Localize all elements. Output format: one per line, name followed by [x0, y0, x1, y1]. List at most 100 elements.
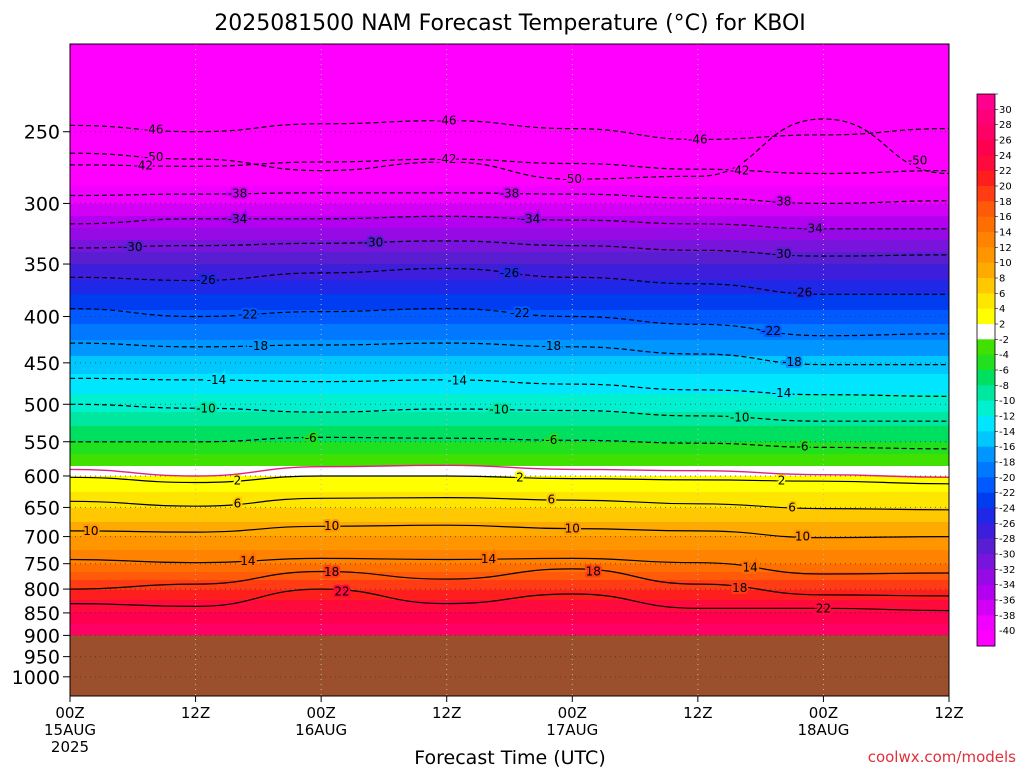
fill-band	[70, 286, 949, 289]
fill-band	[70, 350, 949, 353]
fill-band	[70, 182, 949, 185]
isotherm-label: 2	[234, 473, 242, 487]
fill-band	[70, 538, 949, 541]
fill-band	[70, 388, 949, 391]
fill-band	[70, 372, 949, 375]
isotherm-label: -18	[782, 355, 802, 369]
y-tick-label: 800	[24, 579, 60, 601]
colorbar-label: 26	[999, 136, 1012, 147]
fill-band	[70, 600, 949, 603]
isotherm-line	[70, 342, 949, 366]
x-tick-label: 00Z	[306, 704, 335, 722]
colorbar-label: -12	[999, 412, 1015, 423]
fill-band	[70, 66, 949, 69]
colorbar-label: 20	[999, 182, 1012, 193]
fill-band	[70, 334, 949, 337]
fill-band	[70, 556, 949, 559]
fill-band	[70, 440, 949, 443]
fill-band	[70, 368, 949, 371]
fill-band	[70, 186, 949, 189]
fill-band	[70, 92, 949, 95]
fill-band	[70, 142, 949, 145]
fill-band	[70, 602, 949, 605]
fill-band	[70, 456, 949, 459]
colorbar-swatch	[977, 186, 995, 202]
temperature-fill-bands	[70, 44, 949, 637]
fill-band	[70, 146, 949, 149]
fill-band	[70, 236, 949, 239]
fill-band	[70, 568, 949, 571]
isotherm-label: 10	[324, 519, 339, 533]
colorbar-swatch	[977, 232, 995, 248]
fill-band	[70, 326, 949, 329]
y-tick-label: 550	[24, 432, 60, 454]
fill-band	[70, 612, 949, 615]
fill-band	[70, 614, 949, 617]
fill-band	[70, 398, 949, 401]
fill-band	[70, 366, 949, 369]
fill-band	[70, 162, 949, 165]
fill-band	[70, 262, 949, 265]
fill-band	[70, 152, 949, 155]
colorbar-label: 22	[999, 166, 1012, 177]
fill-band	[70, 138, 949, 141]
fill-band	[70, 570, 949, 573]
fill-band	[70, 490, 949, 493]
y-tick-label: 750	[24, 554, 60, 576]
isotherm-label: -18	[249, 339, 269, 353]
fill-band	[70, 430, 949, 433]
fill-band	[70, 202, 949, 205]
isotherm-label: 14	[743, 560, 758, 574]
isotherm-label: -50	[144, 150, 164, 164]
fill-band	[70, 128, 949, 131]
fill-band	[70, 164, 949, 167]
fill-band	[70, 402, 949, 405]
isotherm-label: -18	[542, 339, 562, 353]
plot-frame	[69, 43, 950, 697]
fill-band	[70, 418, 949, 421]
fill-band	[70, 52, 949, 55]
colorbar-swatch	[977, 508, 995, 524]
isotherm-line	[70, 568, 949, 597]
fill-band	[70, 60, 949, 63]
fill-band	[70, 376, 949, 379]
isotherm-label: -38	[500, 186, 520, 200]
colorbar-swatch	[977, 569, 995, 586]
fill-band	[70, 502, 949, 505]
fill-band	[70, 50, 949, 53]
colorbar-swatch	[977, 431, 995, 448]
fill-band	[70, 500, 949, 503]
fill-band	[70, 282, 949, 285]
colorbar-label: -14	[999, 427, 1015, 438]
fill-band	[70, 628, 949, 631]
colorbar-swatch	[977, 446, 995, 463]
fill-band	[70, 362, 949, 365]
colorbar-swatch	[977, 216, 995, 233]
fill-band	[70, 348, 949, 351]
fill-band	[70, 446, 949, 449]
fill-band	[70, 566, 949, 569]
fill-band	[70, 322, 949, 325]
colorbar-swatch	[977, 462, 995, 478]
fill-band	[70, 140, 949, 143]
freezing-line	[70, 464, 949, 478]
fill-band	[70, 384, 949, 387]
fill-band	[70, 220, 949, 223]
fill-band	[70, 70, 949, 73]
fill-band	[70, 270, 949, 273]
fill-band	[70, 338, 949, 341]
fill-band	[70, 434, 949, 437]
colorbar-label: 10	[999, 258, 1012, 269]
isotherm-label: -42	[730, 164, 750, 178]
fill-band	[70, 100, 949, 103]
fill-band	[70, 624, 949, 627]
fill-band	[70, 610, 949, 613]
fill-band	[70, 356, 949, 359]
fill-band	[70, 110, 949, 113]
fill-band	[70, 354, 949, 357]
fill-band	[70, 130, 949, 133]
fill-band	[70, 454, 949, 457]
fill-band	[70, 48, 949, 51]
isotherm-line	[70, 119, 949, 141]
